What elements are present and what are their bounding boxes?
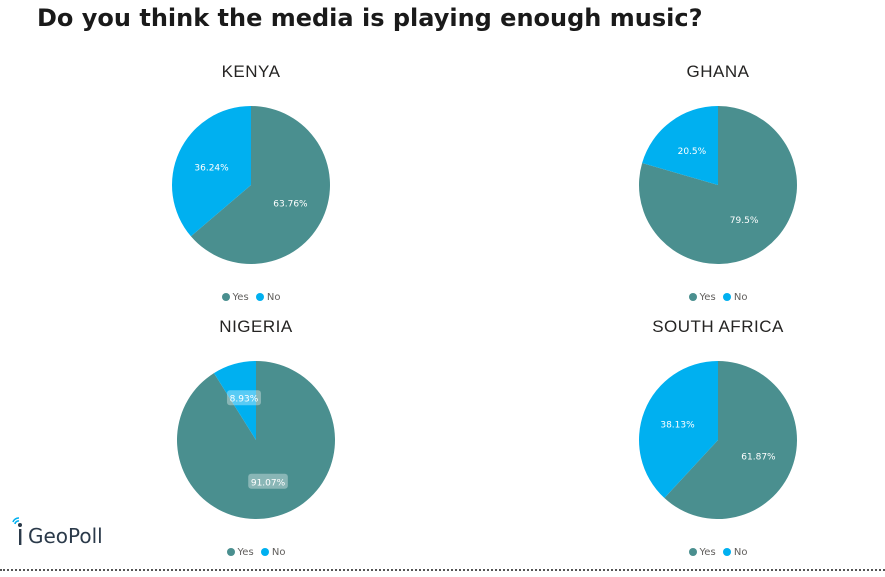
pie-panel-nigeria: NIGERIA 91.07% 8.93% Yes No [136, 317, 376, 567]
legend-swatch-no [255, 293, 264, 301]
pie-slice-yes[interactable] [664, 361, 797, 519]
pie-chart-kenya: 63.76% 36.24% [171, 106, 330, 264]
legend-label-yes: Yes [699, 292, 716, 303]
legend-swatch-no [722, 548, 731, 556]
page-title: Do you think the media is playing enough… [37, 4, 703, 32]
data-label-no: 38.13% [660, 421, 695, 431]
logo-text: GeoPoll [28, 524, 103, 548]
data-label-yes: 91.07% [251, 478, 286, 488]
legend-item-no[interactable]: No [260, 547, 286, 558]
data-label-yes: 61.87% [741, 452, 776, 462]
pie-chart-ghana: 79.5% 20.5% [639, 106, 797, 264]
chart-title: NIGERIA [219, 317, 293, 336]
pie-slice-yes[interactable] [190, 106, 330, 264]
pie-chart-nigeria: 91.07% 8.93% [177, 361, 335, 519]
pie-slice-no[interactable] [642, 106, 718, 185]
legend: Yes No [136, 547, 376, 558]
legend-swatch-no [722, 293, 731, 301]
data-label-yes: 63.76% [273, 200, 308, 210]
legend-label-no: No [733, 547, 748, 558]
legend-label-yes: Yes [232, 292, 249, 303]
pie-slice-no[interactable] [171, 106, 251, 237]
legend-item-yes[interactable]: Yes [221, 292, 249, 303]
chart-title: KENYA [221, 62, 281, 81]
data-label-background [226, 390, 261, 406]
legend-item-no[interactable]: No [722, 547, 748, 558]
data-label-no: 36.24% [194, 163, 229, 173]
data-label-no: 20.5% [678, 147, 707, 157]
legend-item-yes[interactable]: Yes [688, 292, 716, 303]
legend-item-no[interactable]: No [255, 292, 281, 303]
data-label-background [248, 473, 288, 489]
legend-label-yes: Yes [237, 547, 254, 558]
legend-swatch-no [260, 548, 269, 556]
pie-panel-kenya: KENYA 63.76% 36.24% Yes No [131, 62, 371, 312]
data-label-yes: 79.5% [730, 216, 759, 226]
bottom-divider [0, 569, 885, 571]
legend-swatch-yes [688, 548, 697, 556]
signal-icon [12, 517, 22, 545]
data-label-no: 8.93% [230, 395, 259, 405]
pie-panel-ghana: GHANA 79.5% 20.5% Yes No [598, 62, 838, 312]
legend-swatch-yes [221, 293, 230, 301]
legend: Yes No [598, 547, 838, 558]
legend: Yes No [598, 292, 838, 303]
legend-label-no: No [271, 547, 286, 558]
legend-item-no[interactable]: No [722, 292, 748, 303]
legend-item-yes[interactable]: Yes [226, 547, 254, 558]
legend-label-no: No [733, 292, 748, 303]
legend: Yes No [131, 292, 371, 303]
legend-swatch-yes [688, 293, 697, 301]
pie-slice-no[interactable] [213, 361, 256, 440]
chart-title: SOUTH AFRICA [652, 317, 784, 336]
pie-chart-south-africa: 61.87% 38.13% [639, 361, 797, 519]
chart-title: GHANA [686, 62, 750, 81]
legend-label-yes: Yes [699, 547, 716, 558]
legend-label-no: No [266, 292, 281, 303]
legend-swatch-yes [226, 548, 235, 556]
pie-slice-no[interactable] [639, 361, 718, 499]
pie-panel-south-africa: SOUTH AFRICA 61.87% 38.13% Yes No [598, 317, 838, 567]
legend-item-yes[interactable]: Yes [688, 547, 716, 558]
